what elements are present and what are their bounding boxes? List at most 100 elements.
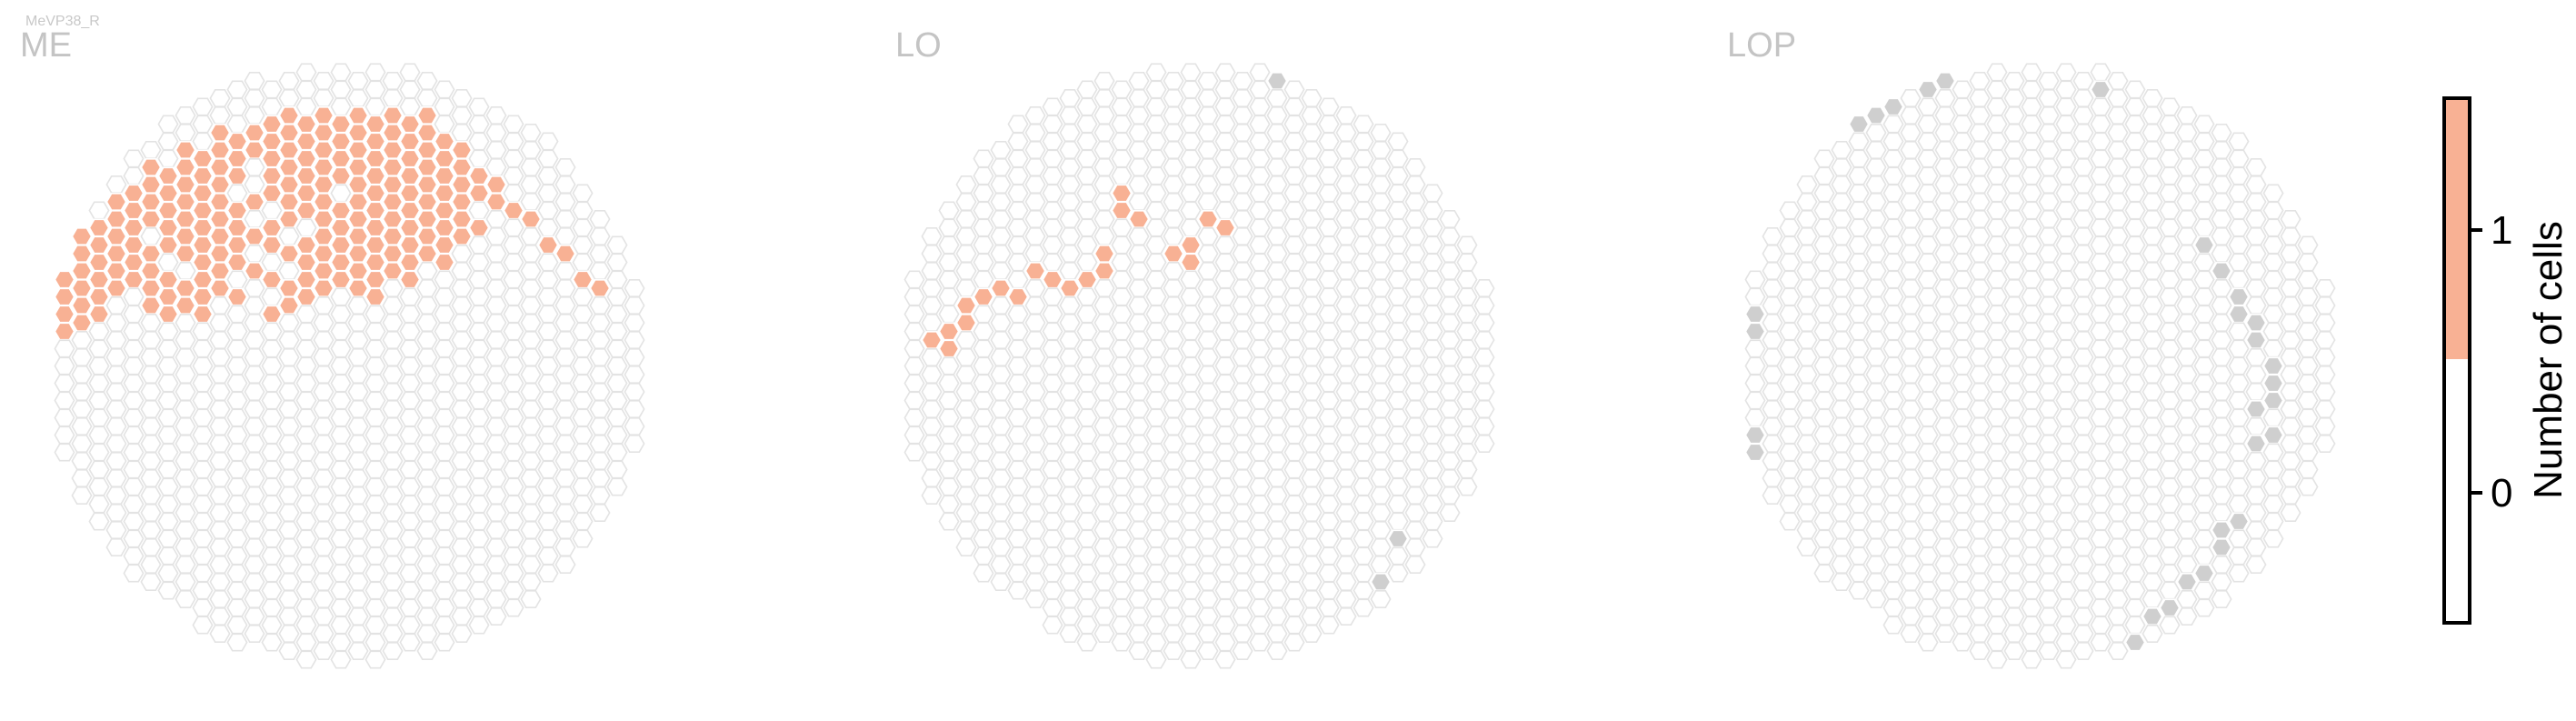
hex-cell [123,426,145,445]
hex-cell [2280,262,2301,280]
hex-cell [416,573,438,591]
hex-cell [1076,115,1098,134]
hex-cell [485,383,507,401]
hex-cell [1744,287,1766,306]
hex-cell [2072,227,2094,245]
hex-cell [278,348,300,366]
hex-cell [175,590,196,608]
hex-cell [1266,538,1288,556]
hex-cell [537,322,559,341]
hex-cell [904,322,925,341]
hex-cell [2159,460,2181,479]
hex-cell [1404,331,1426,349]
hex-cell [295,305,317,324]
hex-cell [2280,331,2301,349]
hex-cell [1370,590,1392,608]
hex-cell-filled [399,132,421,151]
hex-cell [1266,331,1288,349]
hex-cell [1076,598,1098,617]
hex-cell [1318,616,1340,635]
hex-cell [1456,253,1478,272]
hex-cell [1917,218,1939,237]
hex-cell [1848,408,1870,427]
hex-cell [921,314,943,332]
hex-cell [1952,305,1973,324]
hex-cell [1128,227,1150,245]
hex-cell [2228,270,2250,289]
hex-cell [973,374,994,393]
hex-cell-filled [278,141,300,159]
hex-cell [2176,607,2198,626]
hex-cell [2314,296,2336,315]
hex-cell [2159,546,2181,566]
hex-cell [1900,331,1922,349]
hex-cell [1301,504,1323,522]
hex-cell [1779,460,1801,479]
hex-cell [1007,184,1029,203]
hex-cell [503,115,524,134]
hex-cell-filled [364,270,386,289]
hex-cell [54,426,75,445]
hex-cell [105,435,127,453]
hex-cell [1370,262,1392,280]
hex-cell [1007,166,1029,185]
hex-cell [1145,426,1167,445]
hex-cell [2262,218,2284,237]
hex-cell [1301,245,1323,263]
hex-cell [1180,408,1202,427]
hex-cell [2124,495,2146,514]
hex-cell [1093,296,1115,315]
hex-cell [2245,556,2267,574]
hex-cell-filled [88,270,110,289]
hex-cell [364,616,386,635]
hex-cell [2021,477,2042,496]
hex-cell-filled [175,210,196,228]
hex-cell [295,80,317,99]
hex-cell [1180,184,1202,203]
hex-cell [1986,115,2008,134]
hex-cell [1301,279,1323,297]
hex-cell [364,598,386,617]
hex-cell [1163,625,1184,643]
hex-cell [1076,426,1098,445]
hex-cell [2193,322,2215,341]
hex-cell [1865,383,1887,401]
hex-cell [485,227,507,245]
hex-cell [2003,106,2025,125]
hex-cell [1232,383,1253,401]
hex-cell [1986,650,2008,669]
hex-cell [434,339,455,358]
hex-cell [1986,426,2008,445]
hex-cell-edge [2090,80,2112,99]
hex-cell [503,512,524,531]
hex-cell [1813,460,1835,479]
hex-cell [520,348,542,366]
hex-cell [434,374,455,393]
hex-cell-filled [105,193,127,211]
hex-cell [1318,495,1340,514]
hex-cell [1848,253,1870,272]
hex-cell [2090,616,2112,635]
hex-cell [2072,435,2094,453]
hex-cell [244,331,265,349]
hex-cell [244,469,265,487]
hex-cell [589,504,611,522]
hex-cell-filled [313,193,334,211]
hex-cell [2038,400,2060,418]
hex-cell [2176,227,2198,245]
hex-cell [1266,573,1288,591]
hex-cell [624,417,645,436]
hex-cell [1813,529,1835,548]
hex-cell [468,201,490,220]
hex-cell [1439,210,1461,228]
hex-cell [278,417,300,436]
hex-cell [2211,556,2232,574]
hex-cell-filled [330,132,352,151]
hex-cell [1214,495,1236,514]
hex-cell [2124,270,2146,289]
hex-cell [1283,408,1305,427]
hex-cell [1473,435,1495,453]
hex-cell [1042,477,1063,496]
hex-cell [2107,124,2129,142]
hex-cell-filled [244,141,265,159]
